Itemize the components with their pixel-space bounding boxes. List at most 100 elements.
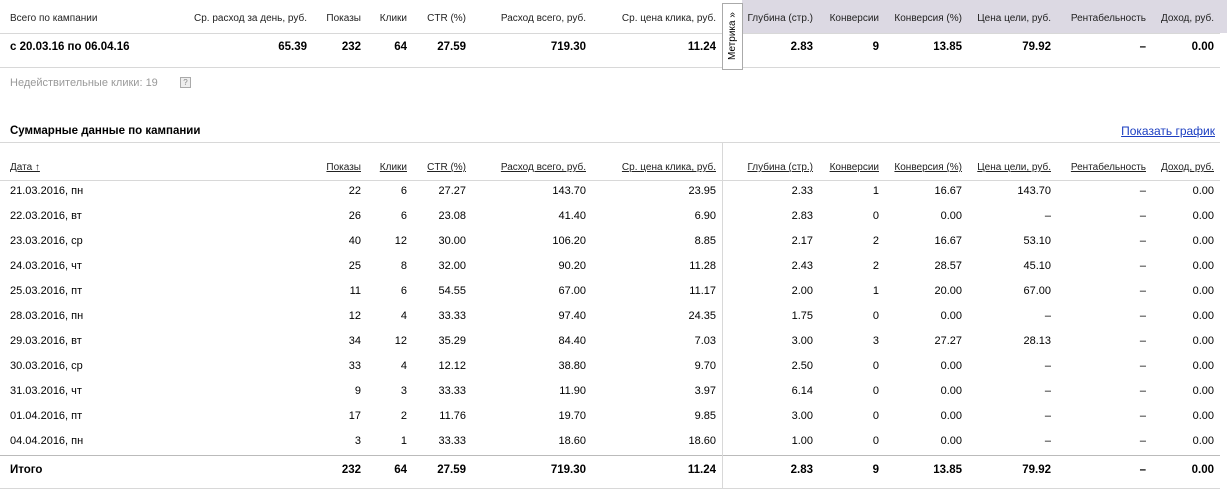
- summary-cell: 719.30: [550, 41, 586, 53]
- invalid-clicks: Недействительные клики: 19: [10, 77, 158, 89]
- table-cell: 41.40: [558, 210, 586, 222]
- table-cell: 0.00: [940, 435, 962, 447]
- summary-cell: 0.00: [1191, 41, 1214, 53]
- total-cell: 64: [394, 464, 407, 476]
- table-cell: 1: [872, 285, 879, 297]
- column-header[interactable]: Рентабельность: [1070, 162, 1146, 173]
- table-cell: 18.60: [558, 435, 586, 447]
- column-header[interactable]: Конверсии: [829, 162, 879, 173]
- total-cell: 13.85: [933, 464, 962, 476]
- table-cell: 0.00: [1192, 335, 1214, 347]
- table-cell: 4: [400, 310, 407, 322]
- column-header[interactable]: Показы: [326, 162, 361, 173]
- total-cell: 27.59: [437, 464, 466, 476]
- total-cell: –: [1139, 464, 1146, 476]
- summary-header: Клики: [379, 13, 407, 24]
- total-cell: 2.83: [790, 464, 813, 476]
- table-cell: 8.85: [694, 235, 716, 247]
- table-cell: 9.85: [694, 410, 716, 422]
- column-header[interactable]: Доход, руб.: [1160, 162, 1214, 173]
- table-cell: –: [1044, 210, 1051, 222]
- column-header[interactable]: Расход всего, руб.: [500, 162, 586, 173]
- table-cell: 0.00: [1192, 210, 1214, 222]
- summary-header: CTR (%): [427, 13, 466, 24]
- divider: [0, 67, 1220, 68]
- show-chart-link[interactable]: Показать график: [1121, 124, 1215, 138]
- column-header[interactable]: Дата ↑: [10, 162, 40, 173]
- column-header[interactable]: Глубина (стр.): [747, 162, 813, 173]
- table-cell: –: [1139, 235, 1146, 247]
- table-cell: 20.00: [934, 285, 962, 297]
- table-cell: 33: [348, 360, 361, 372]
- column-header[interactable]: CTR (%): [427, 162, 466, 173]
- help-icon[interactable]: ?: [180, 77, 191, 88]
- table-cell: 0.00: [1192, 260, 1214, 272]
- divider: [0, 142, 1220, 143]
- table-cell: 6.90: [694, 210, 716, 222]
- table-cell: 6: [400, 285, 407, 297]
- column-header[interactable]: Цена цели, руб.: [977, 162, 1051, 173]
- table-cell: 12: [394, 235, 407, 247]
- table-cell: –: [1139, 185, 1146, 197]
- table-cell: 11: [349, 285, 361, 297]
- summary-header: Всего по кампании: [10, 13, 98, 24]
- table-cell: 28.03.2016, пн: [10, 310, 84, 322]
- table-cell: 2: [872, 235, 879, 247]
- table-cell: 29.03.2016, вт: [10, 335, 82, 347]
- table-cell: 53.10: [1023, 235, 1051, 247]
- table-cell: 38.80: [558, 360, 586, 372]
- summary-header: Конверсии: [829, 13, 879, 24]
- table-cell: 04.04.2016, пн: [10, 435, 84, 447]
- column-header[interactable]: Конверсия (%): [894, 162, 962, 173]
- table-cell: 22.03.2016, вт: [10, 210, 82, 222]
- table-cell: 27.27: [934, 335, 962, 347]
- table-cell: 67.00: [1023, 285, 1051, 297]
- column-header[interactable]: Ср. цена клика, руб.: [621, 162, 716, 173]
- table-cell: 3: [872, 335, 879, 347]
- table-cell: 3.97: [694, 385, 716, 397]
- table-cell: 6.14: [791, 385, 813, 397]
- table-cell: 21.03.2016, пн: [10, 185, 84, 197]
- table-cell: 28.57: [934, 260, 962, 272]
- divider: [0, 180, 1220, 181]
- table-cell: –: [1044, 360, 1051, 372]
- total-cell: 9: [872, 464, 879, 476]
- total-cell: 232: [341, 464, 361, 476]
- summary-cell: 27.59: [437, 41, 466, 53]
- summary-cell: –: [1139, 41, 1146, 53]
- table-cell: 2.50: [791, 360, 813, 372]
- table-cell: –: [1139, 435, 1146, 447]
- table-cell: 16.67: [934, 235, 962, 247]
- table-cell: 0.00: [1192, 310, 1214, 322]
- table-cell: 2.17: [791, 235, 813, 247]
- total-cell: 11.24: [687, 464, 716, 476]
- table-cell: –: [1139, 335, 1146, 347]
- table-cell: 3.00: [791, 410, 813, 422]
- summary-header: Показы: [326, 13, 361, 24]
- table-cell: 24.03.2016, чт: [10, 260, 82, 272]
- table-cell: –: [1044, 385, 1051, 397]
- table-cell: 7.03: [694, 335, 716, 347]
- table-cell: –: [1139, 410, 1146, 422]
- table-cell: 18.60: [688, 435, 716, 447]
- table-cell: 2.33: [791, 185, 813, 197]
- table-cell: 0: [872, 385, 879, 397]
- table-cell: 11.17: [689, 285, 716, 297]
- table-cell: 11.76: [439, 410, 466, 422]
- total-cell: 719.30: [550, 464, 586, 476]
- table-cell: –: [1139, 260, 1146, 272]
- summary-header: Конверсия (%): [894, 13, 962, 24]
- table-cell: 19.70: [558, 410, 586, 422]
- section-title: Суммарные данные по кампании: [10, 125, 201, 137]
- summary-cell: 2.83: [790, 41, 813, 53]
- table-cell: 28.13: [1023, 335, 1051, 347]
- table-cell: 6: [400, 185, 407, 197]
- table-cell: 24.35: [688, 310, 716, 322]
- table-cell: 12.12: [438, 360, 466, 372]
- table-cell: 0: [872, 310, 879, 322]
- metrika-tab[interactable]: Метрика »: [722, 3, 743, 70]
- column-header[interactable]: Клики: [379, 162, 407, 173]
- metrika-divider: [722, 142, 723, 488]
- summary-header: Глубина (стр.): [747, 13, 813, 24]
- table-cell: 2.83: [791, 210, 813, 222]
